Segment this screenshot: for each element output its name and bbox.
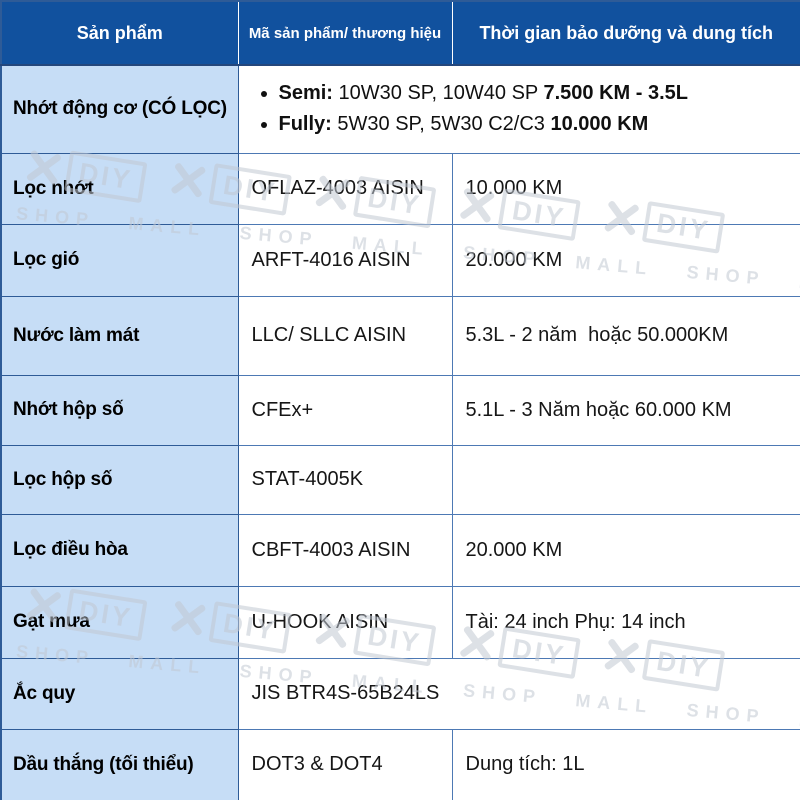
product-cell: Lọc nhớt <box>0 152 239 225</box>
code-cell-merged: JIS BTR4S-65B24LS <box>237 657 800 730</box>
code-cell: OFLAZ-4003 AISIN <box>237 152 453 225</box>
engine-oil-details-cell: Semi: 10W30 SP, 10W40 SP 7.500 KM - 3.5L… <box>237 64 800 154</box>
maintenance-cell: 5.1L - 3 Năm hoặc 60.000 KM <box>451 374 800 446</box>
product-cell: Nhớt hộp số <box>0 374 239 446</box>
product-cell: Dầu thắng (tối thiểu) <box>0 728 239 800</box>
engine-oil-semi-option: Semi: 10W30 SP, 10W40 SP 7.500 KM - 3.5L <box>279 78 793 109</box>
code-cell: U-HOOK AISIN <box>237 585 453 659</box>
table-row: Nước làm mát LLC/ SLLC AISIN 5.3L - 2 nă… <box>0 295 800 376</box>
code-cell: STAT-4005K <box>237 444 453 515</box>
product-cell: Ắc quy <box>0 657 239 730</box>
header-row: Sản phẩm Mã sản phẩm/ thương hiệu Thời g… <box>0 0 800 66</box>
product-cell: Gạt mưa <box>0 585 239 659</box>
product-cell: Nhớt động cơ (CÓ LỌC) <box>0 64 239 154</box>
code-cell: CFEx+ <box>237 374 453 446</box>
product-cell: Lọc hộp số <box>0 444 239 515</box>
col-header-product: Sản phẩm <box>0 0 239 66</box>
table-row: Lọc hộp số STAT-4005K <box>0 444 800 515</box>
col-header-code: Mã sản phẩm/ thương hiệu <box>237 0 453 66</box>
table-row: Lọc điều hòa CBFT-4003 AISIN 20.000 KM <box>0 513 800 587</box>
table-row: Dầu thắng (tối thiểu) DOT3 & DOT4 Dung t… <box>0 728 800 800</box>
table-row: Lọc gió ARFT-4016 AISIN 20.000 KM <box>0 223 800 297</box>
code-cell: LLC/ SLLC AISIN <box>237 295 453 376</box>
maintenance-cell: 20.000 KM <box>451 223 800 297</box>
engine-oil-options: Semi: 10W30 SP, 10W40 SP 7.500 KM - 3.5L… <box>253 78 793 140</box>
maintenance-cell <box>451 444 800 515</box>
code-cell: CBFT-4003 AISIN <box>237 513 453 587</box>
col-header-maintenance: Thời gian bảo dưỡng và dung tích <box>451 0 800 66</box>
product-cell: Lọc gió <box>0 223 239 297</box>
table-row: Gạt mưa U-HOOK AISIN Tài: 24 inch Phụ: 1… <box>0 585 800 659</box>
product-cell: Nước làm mát <box>0 295 239 376</box>
maintenance-cell: 5.3L - 2 năm hoặc 50.000KM <box>451 295 800 376</box>
maintenance-cell: 10.000 KM <box>451 152 800 225</box>
engine-oil-fully-option: Fully: 5W30 SP, 5W30 C2/C3 10.000 KM <box>279 109 793 140</box>
maintenance-cell: 20.000 KM <box>451 513 800 587</box>
product-cell: Lọc điều hòa <box>0 513 239 587</box>
code-cell: ARFT-4016 AISIN <box>237 223 453 297</box>
table-row-engine-oil: Nhớt động cơ (CÓ LỌC) Semi: 10W30 SP, 10… <box>0 64 800 154</box>
maintenance-cell: Dung tích: 1L <box>451 728 800 800</box>
table-row: Lọc nhớt OFLAZ-4003 AISIN 10.000 KM <box>0 152 800 225</box>
maintenance-cell: Tài: 24 inch Phụ: 14 inch <box>451 585 800 659</box>
table-row-battery: Ắc quy JIS BTR4S-65B24LS <box>0 657 800 730</box>
table-row: Nhớt hộp số CFEx+ 5.1L - 3 Năm hoặc 60.0… <box>0 374 800 446</box>
code-cell: DOT3 & DOT4 <box>237 728 453 800</box>
